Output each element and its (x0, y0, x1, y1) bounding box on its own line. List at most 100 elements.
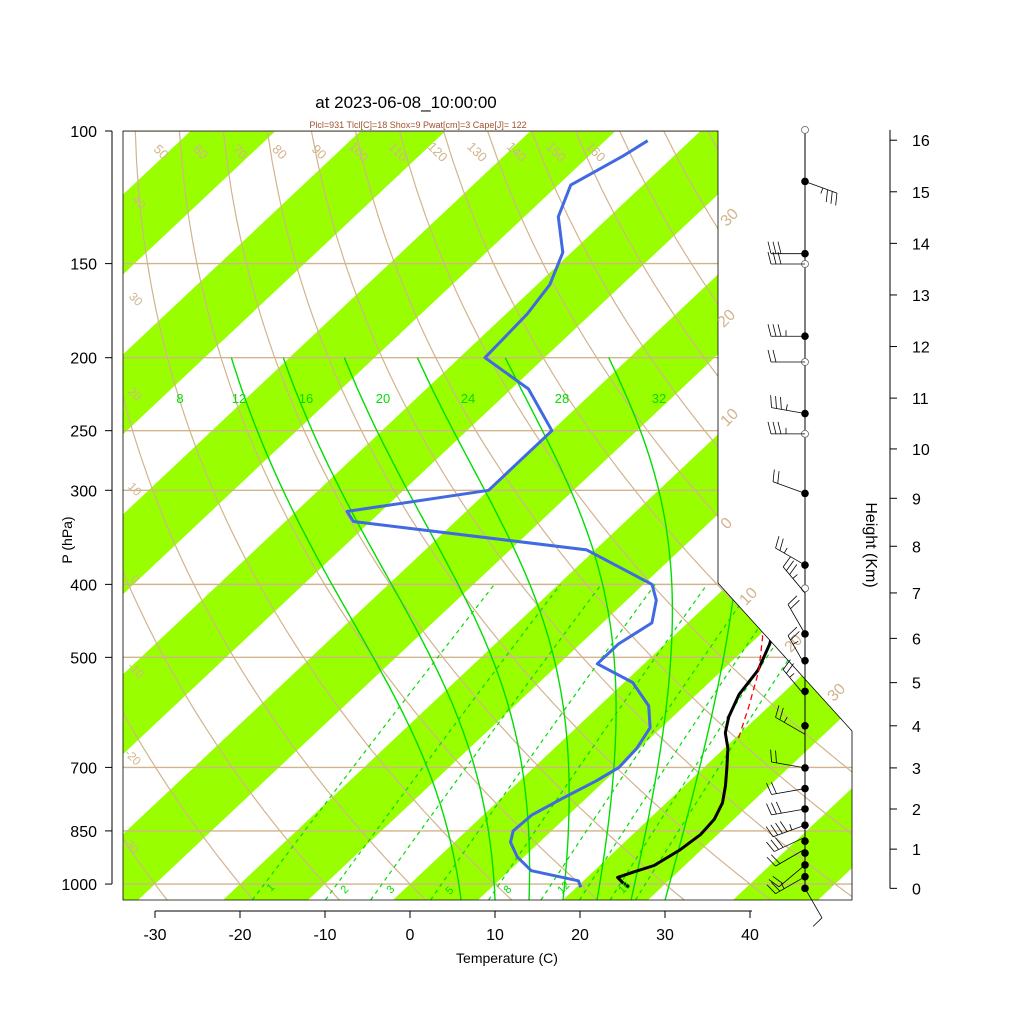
height-tick-label: 1 (912, 842, 921, 859)
mixing-ratio-line (540, 584, 755, 900)
x-tick-label: 20 (571, 927, 589, 944)
wind-barb-flag (780, 396, 782, 410)
moist-adiabat (416, 357, 570, 900)
wind-barb-flag (777, 324, 782, 337)
y-tick-label: 100 (70, 124, 97, 141)
wind-barb-shaft (775, 716, 806, 735)
wind-barb-flag (777, 241, 782, 254)
wind-barb-half (820, 187, 824, 194)
x-tick-label: 30 (656, 927, 674, 944)
wind-level-dot (801, 837, 809, 845)
wind-barb-half (789, 824, 793, 831)
mixing-ratio-label: 24 (461, 391, 475, 406)
y-axis-label: P (hPa) (59, 516, 75, 563)
wind-barb-flag (775, 536, 780, 549)
wind-barb-flag (782, 556, 791, 568)
x-tick-label: 10 (486, 927, 504, 944)
mixing-ratio-label: 32 (652, 391, 666, 406)
wind-barb-shaft (772, 481, 806, 494)
height-tick-label: 3 (912, 761, 921, 778)
wind-barb-flag (775, 837, 784, 848)
moist-label-bottom: 8 (501, 883, 514, 896)
height-tick-label: 14 (912, 236, 930, 253)
wind-barb-flag (789, 564, 798, 575)
wind-barb-half (785, 404, 788, 411)
temperature-band (123, 131, 786, 900)
height-tick-label: 10 (912, 442, 930, 459)
skew-label-right: 30 (825, 680, 850, 705)
height-tick-label: 4 (912, 719, 921, 736)
dry-adiabat (123, 131, 254, 900)
height-tick-label: 13 (912, 288, 930, 305)
height-tick-label: 0 (912, 881, 921, 898)
dry-adiabat (487, 131, 852, 900)
temperature-band (223, 131, 852, 900)
wind-barb-flag (772, 421, 777, 434)
y-tick-label: 700 (70, 760, 97, 777)
height-tick-label: 8 (912, 539, 921, 556)
wind-barb-flag (770, 395, 772, 408)
wind-barb-flag (766, 856, 776, 867)
moist-label-bottom: 2 (338, 883, 351, 896)
skew-label-right: 10 (737, 584, 762, 609)
dry-adiabat (134, 131, 513, 900)
wind-barb-flag (786, 560, 794, 571)
mixing-ratio-line (251, 584, 495, 900)
theta-label: 130 (464, 139, 490, 165)
dry-adiabat (751, 131, 852, 900)
dry-adiabat (222, 131, 685, 900)
wind-barb-flag (767, 349, 772, 363)
dry-adiabat (123, 131, 427, 900)
wind-barb-flag (771, 802, 777, 815)
chart-subtitle: Plcl=931 Tlcl[C]=18 Shox=9 Pwat[cm]=3 Ca… (309, 120, 526, 130)
wind-barb-half (783, 716, 788, 723)
moist-adiabat (282, 357, 496, 900)
mixing-ratio-label: 8 (176, 391, 183, 406)
y-tick-label: 150 (70, 257, 97, 274)
wind-barb-flag (772, 875, 784, 884)
wind-barb-half (789, 673, 795, 678)
wind-barb-flag (775, 396, 777, 409)
skew-label-right: 0 (718, 515, 736, 533)
moist-adiabat (608, 357, 674, 900)
wind-barb-flag (766, 783, 772, 795)
wind-barb-flag (787, 626, 798, 636)
wind-barb-flag (770, 749, 772, 763)
y-tick-label: 200 (70, 351, 97, 368)
height-tick-label: 12 (912, 340, 930, 357)
dry-adiabat (795, 131, 852, 900)
moist-adiabat (343, 357, 531, 900)
wind-barb-flag (779, 538, 784, 551)
height-tick-label: 2 (912, 802, 921, 819)
height-tick-label: 6 (912, 631, 921, 648)
wind-barb-shaft (778, 864, 806, 888)
wind-barb-shaft (771, 407, 806, 414)
temperature-band (563, 131, 852, 900)
wind-barb-flag (812, 917, 823, 927)
moist-adiabat (504, 357, 617, 900)
wind-barb-shaft (804, 888, 823, 918)
wind-barb-shaft (775, 848, 806, 867)
wind-level-open-dot (801, 125, 809, 134)
plot-border (122, 130, 853, 901)
dewpoint-line (345, 139, 658, 888)
mixing-ratio-line (578, 584, 789, 900)
skew-label-right: 10 (718, 405, 743, 430)
wind-barb-flag (772, 241, 777, 254)
x-tick-label: 40 (741, 927, 759, 944)
wind-level-dot (801, 409, 809, 418)
wind-barb-flag (767, 421, 772, 434)
mixing-ratio-label: 12 (232, 391, 246, 406)
wind-barb-shaft (775, 547, 806, 566)
wind-barb-flag (768, 879, 780, 888)
skew-label-left: 30 (126, 289, 146, 309)
wind-barb-flag (790, 599, 800, 610)
wind-barb-flag (830, 191, 833, 204)
wind-barb-flag (767, 324, 772, 337)
wind-barb-flag (771, 782, 777, 794)
wind-barb-flag (767, 251, 772, 265)
wind-barb-flag (770, 882, 781, 892)
wind-level-dot (801, 722, 809, 730)
dry-adiabat (266, 131, 771, 900)
wind-barb-flag (777, 471, 780, 484)
